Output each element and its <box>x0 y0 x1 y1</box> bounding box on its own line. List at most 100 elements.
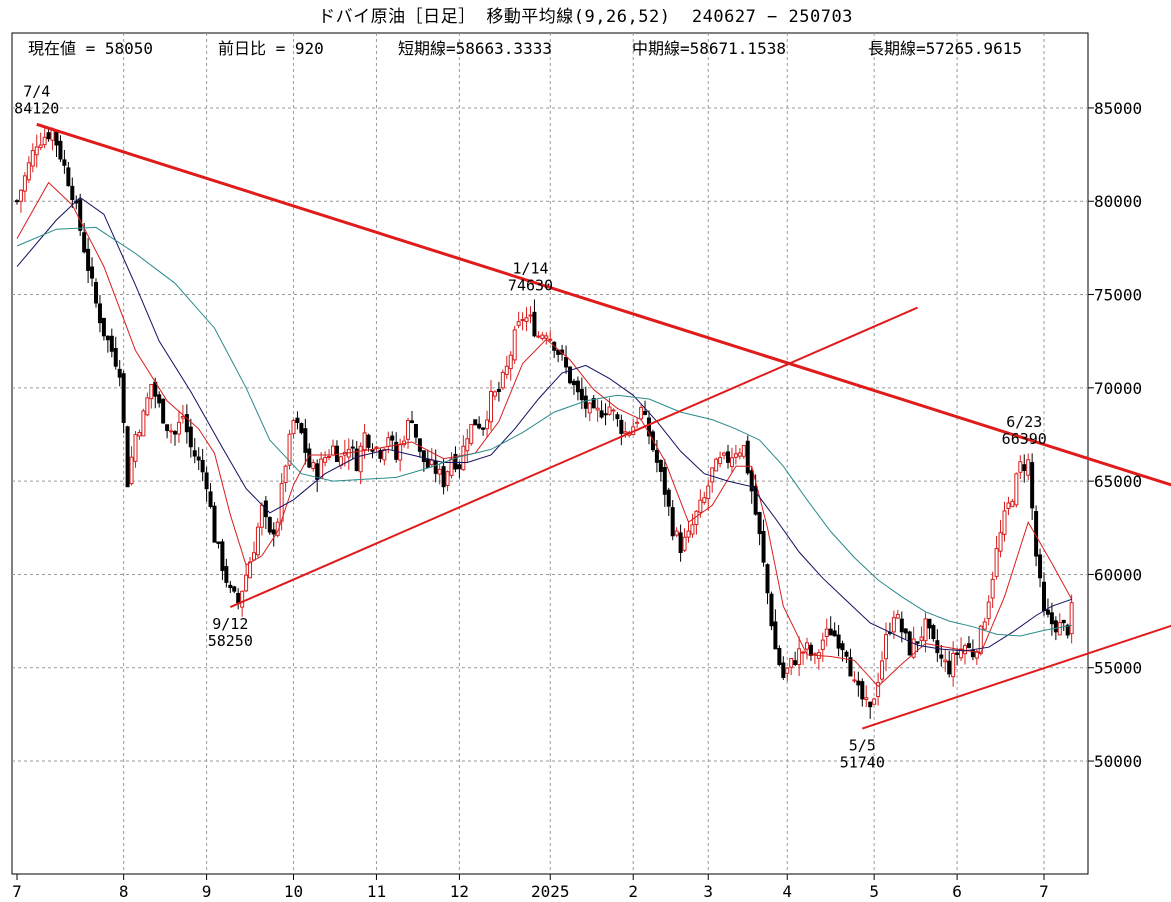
candle-body <box>737 452 742 457</box>
candle-body <box>244 574 249 592</box>
candle-body <box>1057 622 1062 636</box>
candle-body <box>1006 502 1011 509</box>
candle-body <box>236 592 241 604</box>
candle-body <box>998 532 1003 552</box>
x-tick-label: 11 <box>367 882 386 901</box>
candle-body <box>1065 624 1070 636</box>
candle-body <box>461 445 466 471</box>
candle-body <box>90 266 95 279</box>
moving-averages <box>16 181 1073 688</box>
candle-body <box>1049 612 1054 625</box>
candle-body <box>805 642 809 650</box>
candle-body <box>149 383 154 400</box>
candle-body <box>603 413 608 416</box>
candle-body <box>145 397 150 416</box>
candle-body <box>374 446 379 449</box>
candle-body <box>338 456 343 466</box>
candle-body <box>619 419 624 434</box>
candle-body <box>587 402 592 414</box>
candle-body <box>496 388 501 392</box>
candle-body <box>757 512 762 535</box>
candle-body <box>943 659 948 663</box>
candle-body <box>169 430 174 433</box>
candle-body <box>824 628 829 637</box>
trendline <box>861 624 1171 730</box>
candle-body <box>836 634 841 649</box>
candle-body <box>161 398 166 424</box>
candle-body <box>959 648 964 659</box>
candle-body <box>220 541 225 571</box>
candle-body <box>722 452 727 456</box>
x-axis-ticks: 7 8 9 10 11 12 2025 2 3 4 5 6 7 <box>12 874 1049 901</box>
candle-body <box>733 453 738 458</box>
candle-body <box>639 407 644 420</box>
y-tick-label: 60000 <box>1094 565 1142 584</box>
candle-body <box>1030 462 1035 509</box>
candle-body <box>536 335 541 338</box>
candle-body <box>417 438 422 452</box>
candle-body <box>188 426 193 448</box>
candle-body <box>184 414 189 433</box>
candle-body <box>133 434 138 462</box>
x-tick-label: 9 <box>202 882 212 901</box>
candle-body <box>406 419 411 440</box>
candle-body <box>548 338 553 341</box>
candle-body <box>611 409 616 412</box>
candle-body <box>54 130 59 146</box>
candle-body <box>907 631 912 656</box>
candle-body <box>481 427 486 430</box>
candle-body <box>935 640 940 654</box>
candle-body <box>666 489 671 507</box>
candle-body <box>911 638 916 658</box>
candle-body <box>540 334 545 339</box>
candle-body <box>449 458 454 476</box>
candle-body <box>275 521 280 536</box>
candle-body <box>591 398 596 409</box>
candle-body <box>216 541 221 544</box>
candle-body <box>710 467 715 483</box>
ma-short-line <box>16 181 1073 688</box>
candle-body <box>97 303 102 324</box>
candle-body <box>465 438 470 452</box>
candle-body <box>583 395 588 409</box>
y-tick-label: 55000 <box>1094 659 1142 678</box>
candle-body <box>38 144 43 148</box>
candle-body <box>848 657 853 677</box>
y-tick-label: 85000 <box>1094 99 1142 118</box>
candle-body <box>125 426 130 488</box>
candle-body <box>457 464 462 470</box>
candle-body <box>860 681 865 700</box>
candle-body <box>366 434 371 448</box>
candle-body <box>781 662 786 678</box>
candle-body <box>323 457 328 463</box>
candle-body <box>974 651 979 659</box>
candle-body <box>749 470 754 492</box>
candle-body <box>1038 554 1043 579</box>
trendlines <box>36 122 1171 730</box>
candle-body <box>15 200 19 203</box>
candle-body <box>919 636 924 641</box>
candle-body <box>283 465 288 484</box>
candle-body <box>212 505 217 543</box>
candle-body <box>137 431 142 437</box>
candle-body <box>386 437 391 447</box>
candle-body <box>504 365 509 375</box>
candle-body <box>319 458 324 479</box>
candle-body <box>295 417 300 423</box>
candle-body <box>390 435 395 441</box>
candle-body <box>113 348 118 367</box>
candle-body <box>287 433 292 466</box>
candle-body <box>579 388 584 401</box>
candle-body <box>990 578 995 599</box>
candle-body <box>445 471 450 486</box>
candle-body <box>698 499 703 513</box>
candle-body <box>30 150 35 167</box>
candle-body <box>224 566 229 583</box>
candle-body <box>173 431 177 435</box>
candle-body <box>832 630 837 637</box>
candle-body <box>362 432 367 451</box>
candle-body <box>544 335 549 339</box>
candle-body <box>489 390 493 423</box>
candle-body <box>647 417 651 437</box>
